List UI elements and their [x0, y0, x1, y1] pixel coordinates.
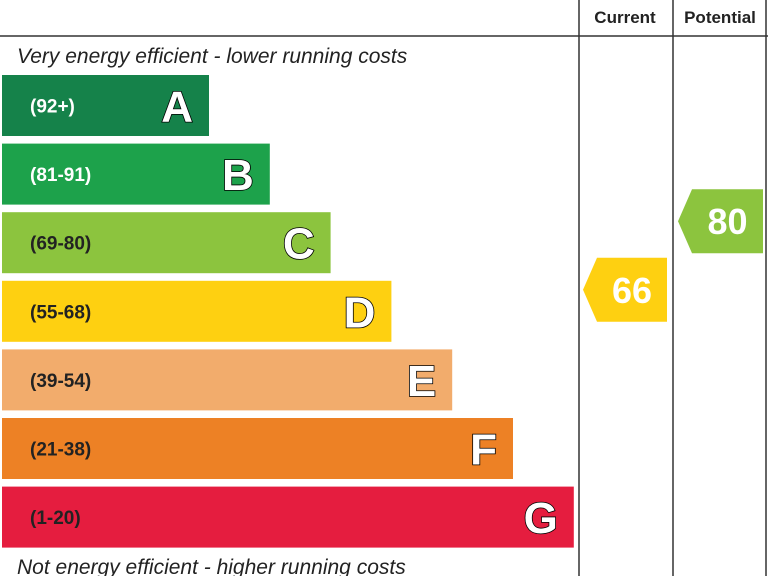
band-b-bar — [2, 143, 270, 205]
band-a-range: (92+) — [30, 97, 75, 118]
band-c-bar — [2, 212, 331, 274]
bottom-caption: Not energy efficient - higher running co… — [17, 556, 406, 576]
rating-markers: 66 80 — [583, 189, 763, 322]
band-d-letter: D — [344, 288, 376, 337]
potential-rating-marker — [678, 189, 763, 254]
band-f-range: (21-38) — [30, 440, 91, 461]
band-g-range: (1-20) — [30, 508, 81, 529]
current-column-heading: Current — [594, 8, 656, 27]
band-e-bar — [2, 349, 453, 411]
rating-bands: (92+) A (81-91) B (69-80) C (55-68) D (39-54) E (2… — [2, 75, 574, 548]
band-e-letter: E — [407, 357, 436, 406]
band-c-range: (69-80) — [30, 234, 91, 255]
band-c-letter: C — [283, 220, 315, 269]
potential-rating-value: 80 — [707, 201, 747, 242]
band-f-letter: F — [470, 426, 497, 475]
current-rating-value: 66 — [612, 270, 652, 311]
band-e-range: (39-54) — [30, 371, 91, 392]
band-a-letter: A — [161, 83, 193, 132]
band-f-bar — [2, 418, 513, 479]
current-rating-marker — [583, 257, 667, 322]
band-b-range: (81-91) — [30, 165, 91, 186]
band-d-bar — [2, 280, 392, 342]
potential-column-heading: Potential — [684, 8, 756, 27]
band-b-letter: B — [222, 151, 254, 200]
band-g-bar — [2, 486, 574, 548]
band-g-letter: G — [524, 494, 558, 543]
top-caption: Very energy efficient - lower running co… — [17, 45, 408, 68]
band-d-range: (55-68) — [30, 302, 91, 323]
band-a-bar — [2, 75, 209, 136]
